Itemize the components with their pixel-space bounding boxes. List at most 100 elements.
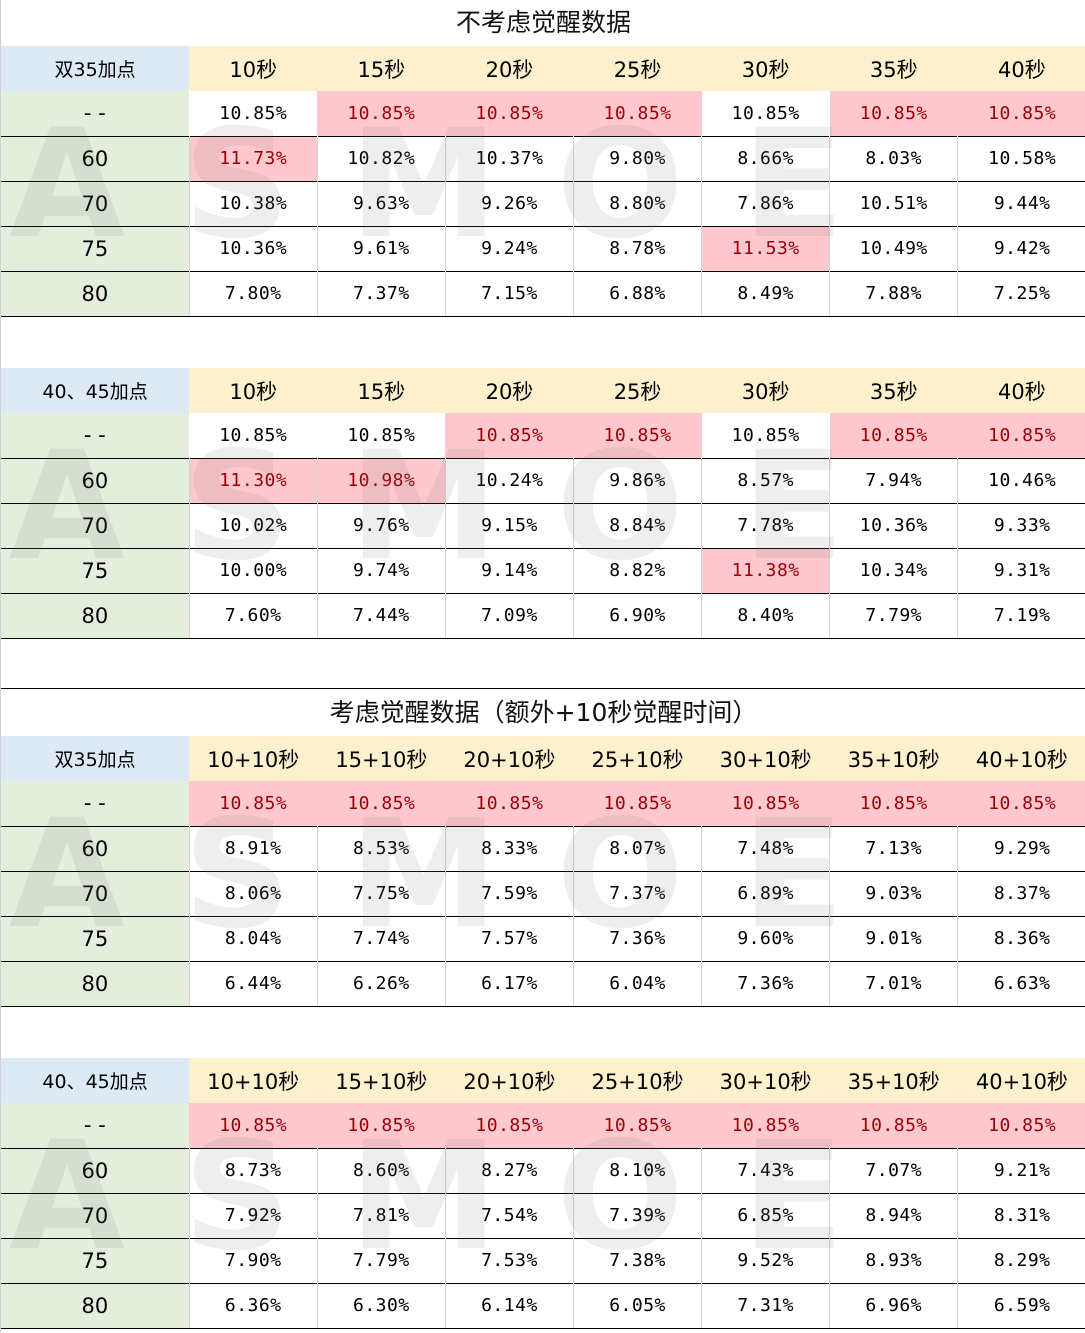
data-cell: 7.38% <box>572 1237 702 1283</box>
row-header: - - <box>1 91 190 136</box>
data-cell: 6.04% <box>572 960 702 1007</box>
data-cell: 8.53% <box>316 825 446 871</box>
row-header: 70 <box>1 180 190 226</box>
data-cell: 6.14% <box>444 1282 574 1329</box>
section-title-with-awakening: 考虑觉醒数据（额外+10秒觉醒时间） <box>329 698 758 727</box>
data-cell: 7.31% <box>701 1282 830 1329</box>
column-header: 25+10秒 <box>573 1058 702 1103</box>
column-header: 20秒 <box>445 368 574 413</box>
data-cell: 10.02% <box>188 502 318 548</box>
highlighted-cell: 11.53% <box>701 225 830 271</box>
data-cell: 9.31% <box>957 547 1085 593</box>
highlighted-cell: 10.85% <box>957 413 1085 458</box>
highlighted-cell: 10.85% <box>445 413 574 458</box>
row-header: - - <box>1 781 190 826</box>
data-cell: 8.07% <box>572 825 702 871</box>
data-cell: 8.60% <box>316 1147 446 1193</box>
data-cell: 9.33% <box>957 502 1085 548</box>
column-header: 40+10秒 <box>957 736 1085 781</box>
data-cell: 8.49% <box>701 270 830 317</box>
data-cell: 9.80% <box>572 135 702 181</box>
data-cell: 9.76% <box>316 502 446 548</box>
table-row: 70 10.38% 9.63% 9.26% 8.80% 7.86% 10.51% 9.44% <box>1 180 1085 226</box>
table-row: 70 10.02% 9.76% 9.15% 8.84% 7.78% 10.36% 9.33% <box>1 502 1085 548</box>
data-cell: 6.36% <box>188 1282 318 1329</box>
row-header: 60 <box>1 825 190 871</box>
highlighted-cell: 10.85% <box>445 781 574 826</box>
data-cell: 7.19% <box>957 592 1085 639</box>
column-header: 20+10秒 <box>445 1058 574 1103</box>
corner-header: 40、45加点 <box>1 1058 190 1103</box>
highlighted-cell: 10.85% <box>957 781 1085 826</box>
data-cell: 7.88% <box>829 270 958 317</box>
data-cell: 7.39% <box>572 1192 702 1238</box>
highlighted-cell: 10.85% <box>829 781 958 826</box>
highlighted-cell: 10.85% <box>957 1103 1085 1148</box>
highlighted-cell: 10.98% <box>316 457 446 503</box>
column-header: 25秒 <box>573 368 702 413</box>
table-no-awakening-dual35: 双35加点 10秒 15秒 20秒 25秒 30秒 35秒 40秒 - -10.85% 10.85… <box>1 46 1085 317</box>
data-cell: 8.03% <box>829 135 958 181</box>
data-cell: 6.05% <box>572 1282 702 1329</box>
highlighted-cell: 10.85% <box>317 91 446 136</box>
data-cell: 9.44% <box>957 180 1085 226</box>
data-cell: 10.85% <box>731 102 800 124</box>
data-cell: 7.92% <box>188 1192 318 1238</box>
data-cell: 7.36% <box>701 960 830 1007</box>
data-cell: 8.33% <box>444 825 574 871</box>
data-cell: 7.48% <box>701 825 830 871</box>
data-cell: 9.60% <box>701 915 830 961</box>
column-header: 35+10秒 <box>829 736 958 781</box>
row-header: 80 <box>1 270 190 317</box>
corner-header: 40、45加点 <box>1 368 190 413</box>
data-cell: 10.00% <box>188 547 318 593</box>
data-cell: 7.79% <box>829 592 958 639</box>
data-cell: 8.82% <box>572 547 702 593</box>
data-cell: 10.34% <box>829 547 958 593</box>
data-cell: 9.29% <box>957 825 1085 871</box>
data-cell: 9.86% <box>572 457 702 503</box>
data-cell: 9.74% <box>316 547 446 593</box>
data-cell: 10.85% <box>219 102 288 124</box>
column-header: 35秒 <box>829 368 958 413</box>
column-header: 40+10秒 <box>957 1058 1085 1103</box>
data-cell: 9.03% <box>829 870 958 916</box>
data-cell: 10.36% <box>829 502 958 548</box>
highlighted-cell: 10.85% <box>445 1103 574 1148</box>
highlighted-cell: 11.38% <box>701 547 830 593</box>
table-no-awakening-40-45: 40、45加点 10秒 15秒 20秒 25秒 30秒 35秒 40秒 - -10.85% 10.… <box>1 368 1085 639</box>
table-row: 80 7.80% 7.37% 7.15% 6.88% 8.49% 7.88% 7.25% <box>1 270 1085 317</box>
corner-header: 双35加点 <box>1 736 190 781</box>
data-cell: 8.10% <box>572 1147 702 1193</box>
highlighted-cell: 10.85% <box>573 413 702 458</box>
column-header: 30+10秒 <box>701 1058 830 1103</box>
data-cell: 10.51% <box>829 180 958 226</box>
data-cell: 8.29% <box>957 1237 1085 1283</box>
column-header: 15+10秒 <box>317 1058 446 1103</box>
column-header: 35+10秒 <box>829 1058 958 1103</box>
column-header: 30秒 <box>701 368 830 413</box>
data-cell: 9.21% <box>957 1147 1085 1193</box>
data-cell: 7.86% <box>701 180 830 226</box>
data-cell: 8.94% <box>829 1192 958 1238</box>
table-row: 75 10.00% 9.74% 9.14% 8.82% 11.38% 10.34% 9.31% <box>1 547 1085 593</box>
highlighted-cell: 10.85% <box>317 781 446 826</box>
column-header: 35秒 <box>829 46 958 91</box>
section-title-no-awakening: 不考虑觉醒数据 <box>455 8 631 37</box>
data-cell: 9.01% <box>829 915 958 961</box>
data-cell: 8.40% <box>701 592 830 639</box>
data-cell: 6.89% <box>701 870 830 916</box>
column-header: 25+10秒 <box>573 736 702 781</box>
data-cell: 6.96% <box>829 1282 958 1329</box>
header-row: 40、45加点 10+10秒 15+10秒 20+10秒 25+10秒 30+10秒 35+… <box>1 1058 1085 1103</box>
table-row: 80 6.44% 6.26% 6.17% 6.04% 7.36% 7.01% 6.63% <box>1 960 1085 1007</box>
row-header: 60 <box>1 135 190 181</box>
data-cell: 10.85% <box>731 424 800 446</box>
data-cell: 7.78% <box>701 502 830 548</box>
table-row: - -10.85% 10.85% 10.85% 10.85% 10.85% 10.85% 1… <box>1 1103 1085 1148</box>
data-cell: 6.30% <box>316 1282 446 1329</box>
table-row: 80 7.60% 7.44% 7.09% 6.90% 8.40% 7.79% 7.19% <box>1 592 1085 639</box>
data-cell: 8.66% <box>701 135 830 181</box>
data-cell: 8.31% <box>957 1192 1085 1238</box>
data-cell: 9.24% <box>444 225 574 271</box>
